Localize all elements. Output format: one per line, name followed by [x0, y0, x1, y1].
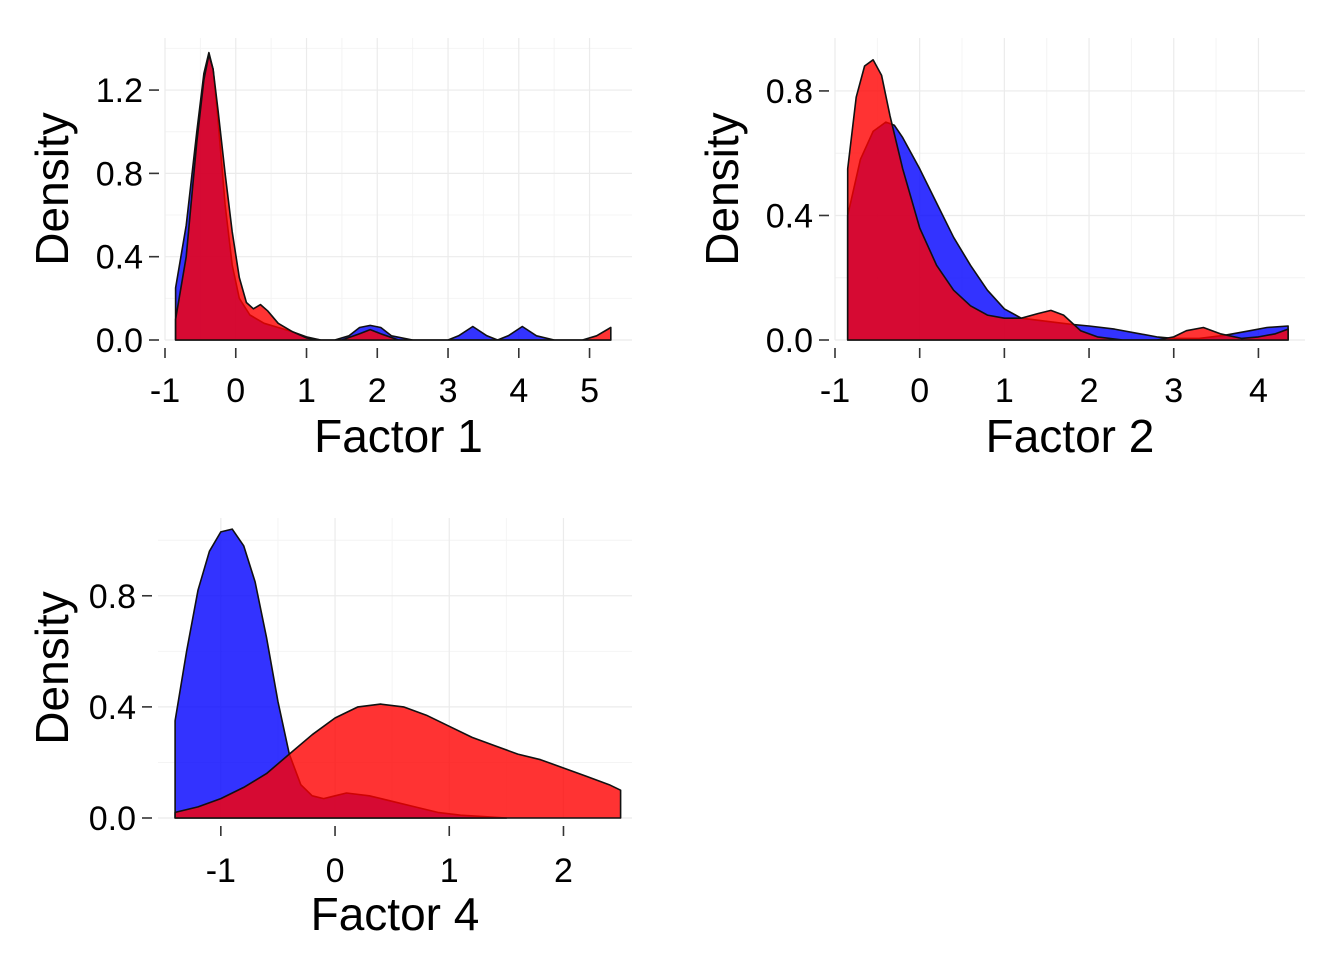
- x-tick-label: 2: [554, 852, 573, 890]
- x-tick-label: 5: [580, 372, 599, 410]
- x-tick-label: 0: [226, 372, 245, 410]
- x-tick-label: 2: [368, 372, 387, 410]
- density-area-red: [174, 703, 622, 819]
- y-tick-label: 0.8: [89, 578, 136, 616]
- y-tick-label: 0.4: [766, 197, 813, 235]
- x-axis-title: Factor 1: [314, 410, 483, 462]
- y-axis-title: Density: [696, 112, 748, 265]
- density-panel-3: -1 0 1 2 0.0 0.4 0.8 Factor 4 Density: [26, 518, 632, 940]
- x-axis-title: Factor 2: [986, 410, 1155, 462]
- density-area-red: [174, 53, 612, 341]
- x-tick-label: -1: [150, 372, 180, 410]
- x-tick-label: 1: [297, 372, 316, 410]
- y-tick-label: 0.8: [96, 155, 143, 193]
- x-tick-label: -1: [820, 372, 850, 410]
- x-tick-label: 2: [1080, 372, 1099, 410]
- x-tick-label: 1: [995, 372, 1014, 410]
- x-tick-label: 3: [1164, 372, 1183, 410]
- density-panel-1: -1 0 1 2 3 4 5 0.0 0.4 0.8 1.2 Factor 1 Density: [26, 38, 632, 462]
- x-tick-label: 1: [440, 852, 459, 890]
- y-tick-label: 0.8: [766, 73, 813, 111]
- y-tick-label: 0.4: [89, 689, 136, 727]
- density-area-red: [846, 59, 1289, 341]
- x-axis-title: Factor 4: [311, 888, 480, 940]
- x-tick-label: 4: [509, 372, 528, 410]
- density-panel-2: -1 0 1 2 3 4 0.0 0.4 0.8 Factor 2 Density: [696, 38, 1305, 462]
- x-tick-label: -1: [206, 852, 236, 890]
- x-tick-label: 0: [910, 372, 929, 410]
- y-tick-label: 0.0: [96, 322, 143, 360]
- y-tick-label: 0.0: [89, 800, 136, 838]
- y-axis-title: Density: [26, 591, 78, 744]
- y-tick-label: 0.0: [766, 322, 813, 360]
- y-tick-label: 1.2: [96, 72, 143, 110]
- y-tick-label: 0.4: [96, 239, 143, 277]
- x-tick-label: 3: [439, 372, 458, 410]
- x-tick-label: 0: [326, 852, 345, 890]
- y-axis-title: Density: [26, 112, 78, 265]
- x-tick-label: 4: [1249, 372, 1268, 410]
